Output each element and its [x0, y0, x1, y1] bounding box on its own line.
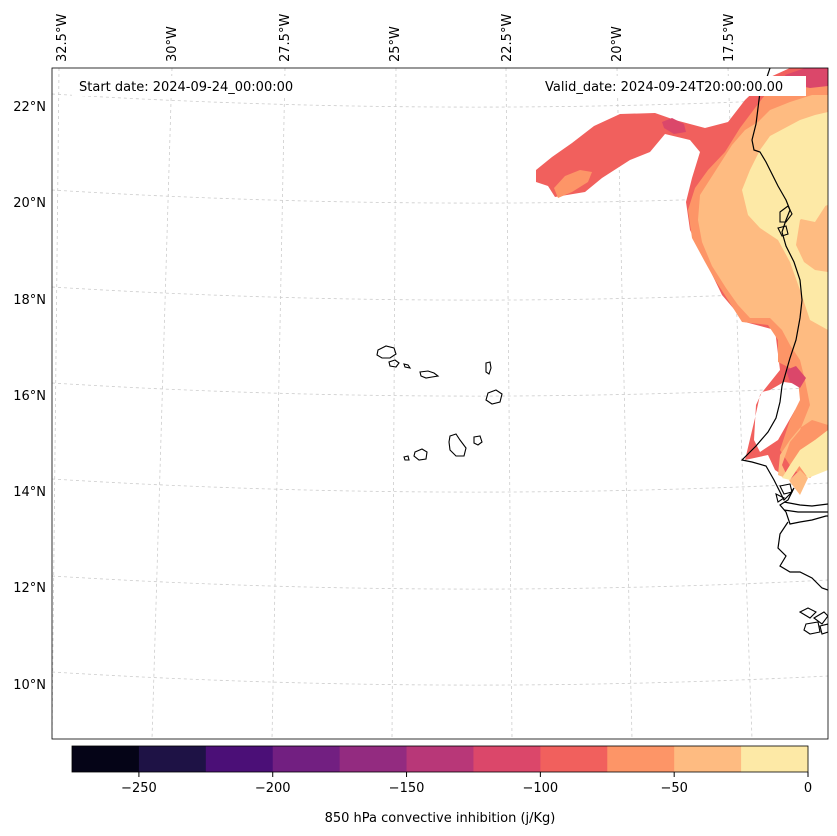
lon-label-25w: 25°W [388, 26, 403, 62]
colorbar-tick-label-5: 0 [804, 781, 812, 796]
lat-label-12n: 12°N [13, 581, 46, 596]
colorbar-bin-10 [741, 746, 809, 772]
island-sao-vicente [388, 359, 400, 368]
contour-blob-pink-coast [786, 366, 806, 388]
colorbar-bin-3 [272, 746, 341, 772]
colorbar-bin-0 [72, 746, 140, 772]
colorbar-bin-1 [138, 746, 207, 772]
contour-island-light-2 [790, 192, 826, 222]
island-maio [473, 435, 483, 446]
lon-label-30w: 30°W [165, 26, 180, 62]
cape-verde-islands [376, 345, 503, 461]
colorbar-bin-5 [406, 746, 474, 772]
coastline-africa [740, 68, 828, 525]
contour-blob-pink [662, 118, 686, 134]
start-date-box [72, 76, 312, 96]
island-santa-luzia [403, 363, 412, 369]
colorbar-tick-label-0: −250 [121, 781, 157, 796]
gridlines [52, 68, 828, 739]
colorbar-label: 850 hPa convective inhibition (j/Kg) [325, 811, 556, 826]
lat-label-10n: 10°N [13, 678, 46, 693]
colorbar-bin-7 [540, 746, 608, 772]
lat-label-22n: 22°N [13, 100, 46, 115]
latitude-labels: 22°N 20°N 18°N 16°N 14°N 12°N 10°N [13, 100, 46, 693]
map-frame [51, 67, 829, 740]
lat-label-18n: 18°N [13, 293, 46, 308]
contour-island-light-1 [770, 158, 805, 190]
island-boa-vista [485, 389, 503, 405]
lon-label-22-5w: 22.5°W [500, 14, 515, 62]
coastline-guinea-bissau [777, 521, 828, 591]
contour-blob-orange [554, 170, 592, 198]
lon-label-32-5w: 32.5°W [55, 14, 70, 62]
lon-label-20w: 20°W [610, 26, 625, 62]
colorbar-tick-label-4: −50 [660, 781, 687, 796]
colorbar-tick-label-3: −100 [523, 781, 559, 796]
valid-date-box [540, 76, 806, 96]
coastline-islands-guinea [798, 607, 828, 635]
colorbar-ticks: −250 −200 −150 −100 −50 0 [121, 772, 812, 796]
colorbar-tick-label-1: −200 [255, 781, 291, 796]
island-santiago [448, 433, 467, 457]
colorbar-bin-8 [607, 746, 675, 772]
colorbar-bin-9 [674, 746, 742, 772]
lat-label-20n: 20°N [13, 196, 46, 211]
colorbar-border [71, 745, 809, 773]
island-sao-nicolau [419, 370, 440, 379]
start-date-label: Start date: 2024-09-24_00:00:00 [79, 80, 293, 95]
colorbar-tick-label-2: −150 [389, 781, 425, 796]
coastline-gambia [783, 501, 828, 513]
colorbar-bin-2 [205, 746, 274, 772]
lon-label-27-5w: 27.5°W [278, 14, 293, 62]
island-brava [403, 455, 410, 461]
longitude-labels: 32.5°W 30°W 27.5°W 25°W 22.5°W 20°W 17.5… [55, 14, 737, 62]
cin-contours [536, 68, 828, 495]
contour-island-light-3 [795, 438, 828, 478]
colorbar [71, 745, 809, 773]
lat-label-16n: 16°N [13, 389, 46, 404]
valid-date-label: Valid_date: 2024-09-24T20:00:00.00 [545, 80, 783, 95]
colorbar-bin-6 [473, 746, 541, 772]
island-santo-antao [376, 345, 397, 359]
lon-label-17-5w: 17.5°W [722, 14, 737, 62]
lat-label-14n: 14°N [13, 485, 46, 500]
island-sal [485, 361, 492, 375]
coastline-small-islands [775, 205, 793, 503]
colorbar-bin-4 [339, 746, 408, 772]
island-fogo [413, 448, 428, 461]
